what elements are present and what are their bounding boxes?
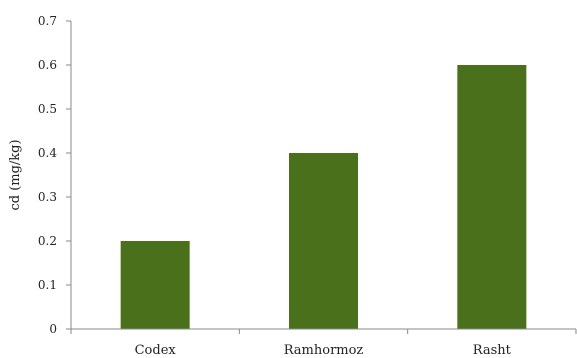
y-tick-label: 0.6 [38, 58, 57, 72]
x-tick-label: Codex [135, 343, 177, 358]
bar-rasht [457, 65, 527, 329]
bar-ramhormoz [289, 153, 358, 329]
y-tick-label: 0 [49, 322, 57, 336]
x-tick-label: Ramhormoz [284, 343, 364, 358]
x-tick-label: Rasht [473, 343, 512, 358]
y-tick-label: 0.3 [38, 190, 57, 204]
y-axis-title: cd (mg/kg) [8, 139, 23, 210]
y-tick-label: 0.7 [38, 14, 57, 28]
y-tick-label: 0.1 [38, 278, 57, 292]
y-ticks-group: 0 0.1 0.2 0.3 0.4 0.5 0.6 0.7 [38, 14, 71, 336]
bar-codex [120, 241, 190, 329]
x-ticks-group: Codex Ramhormoz Rasht [70, 329, 577, 358]
y-tick-label: 0.2 [38, 234, 57, 248]
y-tick-label: 0.4 [38, 146, 57, 160]
bars-group [120, 65, 527, 329]
y-tick-label: 0.5 [38, 102, 57, 116]
